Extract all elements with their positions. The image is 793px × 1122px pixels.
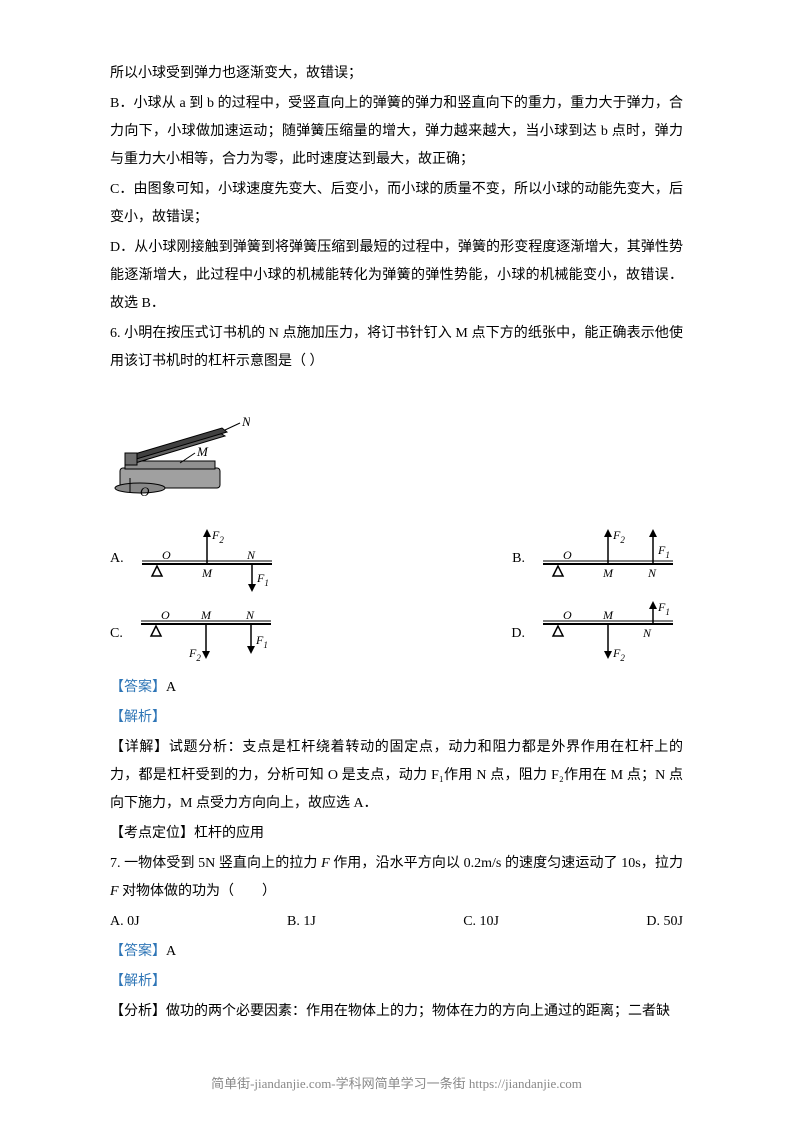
detail-6: 【详解】试题分析：支点是杠杆绕着转动的固定点，动力和阻力都是外界作用在杠杆上的力…: [110, 734, 683, 818]
question-7-stem: 7. 一物体受到 5N 竖直向上的拉力 F 作用，沿水平方向以 0.2m/s 的…: [110, 850, 683, 906]
option-b: B. O F2 M F1 N: [512, 524, 683, 594]
svg-text:O: O: [563, 548, 572, 562]
answer-6-value: A: [166, 680, 176, 695]
question-7-options: A. 0J B. 1J C. 10J D. 50J: [110, 908, 683, 936]
answer-7: 【答案】A: [110, 938, 683, 966]
label-n: N: [241, 414, 250, 429]
analysis-7: 【解析】: [110, 968, 683, 996]
option-b-label: B.: [512, 545, 525, 573]
label-m: M: [196, 444, 209, 459]
q7-option-d: D. 50J: [646, 908, 683, 936]
svg-text:F1: F1: [256, 571, 269, 588]
svg-text:F2: F2: [188, 646, 201, 663]
lever-diagram-d: O F2 M F1 N: [533, 599, 683, 669]
svg-text:M: M: [602, 608, 614, 622]
svg-text:F2: F2: [211, 528, 224, 545]
option-d-label: D.: [511, 620, 525, 648]
paragraph-intro: 所以小球受到弹力也逐渐变大，故错误；: [110, 60, 683, 88]
page-footer: 简单街-jiandanjie.com-学科网简单学习一条街 https://ji…: [0, 1071, 793, 1097]
svg-text:O: O: [161, 608, 170, 622]
paragraph-b: B．小球从 a 到 b 的过程中，受竖直向上的弹簧的弹力和竖直向下的重力，重力大…: [110, 90, 683, 174]
option-a-label: A.: [110, 545, 124, 573]
svg-text:N: N: [642, 626, 652, 640]
option-c-label: C.: [110, 620, 123, 648]
option-a: A. O F2 M F1 N: [110, 524, 282, 594]
options-row-cd: C. O F2 M F1 N D. O F2 M: [110, 599, 683, 669]
options-row-ab: A. O F2 M F1 N B. O F2 M: [110, 524, 683, 594]
answer-6-label: 【答案】: [110, 680, 166, 695]
fenxi-7: 【分析】做功的两个必要因素：作用在物体上的力；物体在力的方向上通过的距离；二者缺: [110, 998, 683, 1026]
lever-diagram-b: O F2 M F1 N: [533, 524, 683, 594]
analysis-6: 【解析】: [110, 704, 683, 732]
option-d: D. O F2 M F1 N: [511, 599, 683, 669]
paragraph-c: C．由图象可知，小球速度先变大、后变小，而小球的质量不变，所以小球的动能先变大，…: [110, 176, 683, 232]
answer-6: 【答案】A: [110, 674, 683, 702]
svg-text:N: N: [246, 548, 256, 562]
stapler-diagram: N M O: [110, 388, 250, 498]
paragraph-d: D．从小球刚接触到弹簧到将弹簧压缩到最短的过程中，弹簧的形变程度逐渐增大，其弹性…: [110, 234, 683, 318]
svg-text:F2: F2: [612, 646, 625, 663]
svg-text:O: O: [162, 548, 171, 562]
q7-option-c: C. 10J: [463, 908, 499, 936]
answer-7-value: A: [166, 944, 176, 959]
analysis-6-label: 【解析】: [110, 710, 166, 725]
q7-option-a: A. 0J: [110, 908, 140, 936]
lever-diagram-a: O F2 M F1 N: [132, 524, 282, 594]
svg-text:N: N: [647, 566, 657, 580]
svg-text:M: M: [201, 566, 213, 580]
answer-7-label: 【答案】: [110, 944, 166, 959]
analysis-7-label: 【解析】: [110, 974, 166, 989]
svg-text:M: M: [200, 608, 212, 622]
svg-text:F2: F2: [612, 528, 625, 545]
label-o: O: [140, 484, 150, 498]
svg-text:M: M: [602, 566, 614, 580]
svg-text:O: O: [563, 608, 572, 622]
question-6-stem: 6. 小明在按压式订书机的 N 点施加压力，将订书针钉入 M 点下方的纸张中，能…: [110, 320, 683, 376]
svg-text:F1: F1: [657, 543, 670, 560]
lever-diagram-c: O F2 M F1 N: [131, 599, 281, 669]
svg-text:F1: F1: [657, 600, 670, 617]
svg-text:F1: F1: [255, 633, 268, 650]
option-c: C. O F2 M F1 N: [110, 599, 281, 669]
kaodian-6: 【考点定位】杠杆的应用: [110, 820, 683, 848]
q7-option-b: B. 1J: [287, 908, 316, 936]
svg-text:N: N: [245, 608, 255, 622]
